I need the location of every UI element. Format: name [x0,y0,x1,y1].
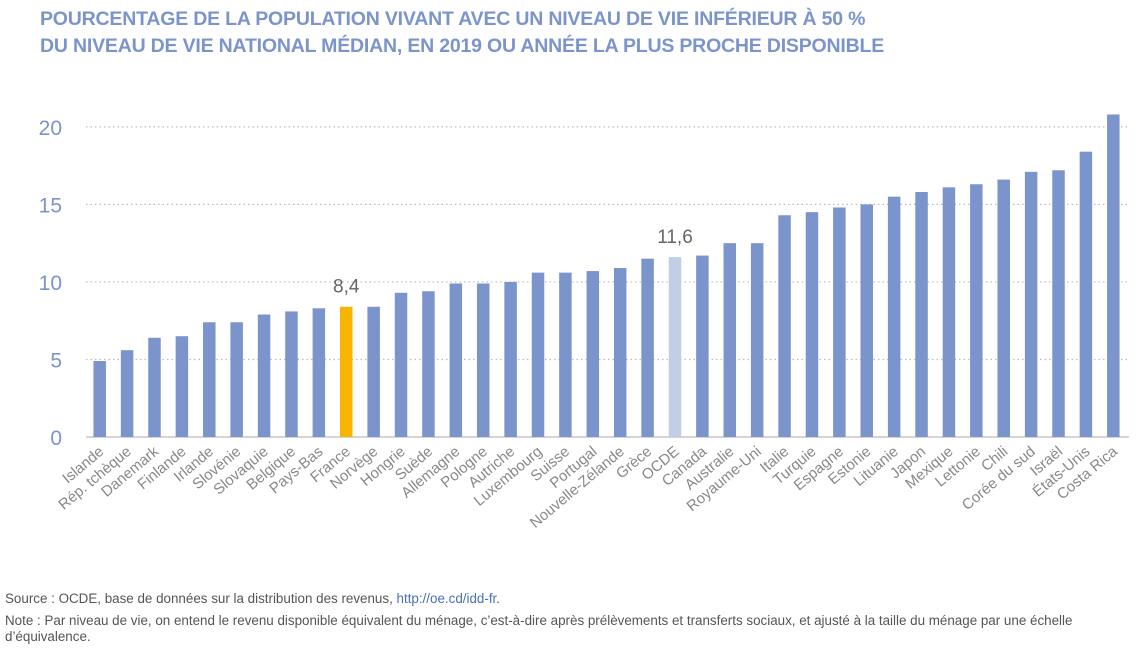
bar [285,311,298,437]
y-tick-label: 10 [39,272,62,295]
bars [93,114,1120,438]
bar [750,243,764,437]
source-note: Source : OCDE, base de données sur la di… [5,591,500,607]
source-text: Source : OCDE, base de données sur la di… [5,591,397,606]
bar [1024,171,1038,437]
bar [860,204,873,437]
bar [1079,151,1093,438]
bar [586,271,600,437]
bar [805,212,819,437]
bar [476,283,490,437]
bar [970,184,983,437]
bar [120,350,134,437]
data-label: 11,6 [657,227,693,248]
bar [203,322,216,437]
bar [723,243,737,437]
bar [230,322,243,437]
bar [696,255,709,437]
bar [915,191,928,437]
y-tick-label: 20 [39,117,62,140]
bar [422,291,435,437]
bar [148,337,161,437]
bar [668,257,682,437]
bar [833,207,846,437]
source-link[interactable]: http://oe.cd/idd-fr [396,591,497,606]
bar [641,258,654,437]
bar [175,336,189,437]
bar [449,283,463,437]
bar [257,314,271,437]
bar [613,267,627,437]
bar [367,306,380,437]
y-tick-label: 5 [50,349,62,372]
y-tick-label: 15 [39,194,62,217]
bar [1052,170,1065,437]
bar [531,272,545,437]
data-label: 8,4 [333,277,360,298]
chart-title: POURCENTAGE DE LA POPULATION VIVANT AVEC… [40,6,884,60]
bar [942,187,956,437]
bar [997,179,1010,437]
y-axis-ticks: 0 5 10 15 20 [39,117,62,450]
bar [559,272,572,437]
chart-title-line-2: DU NIVEAU DE VIE NATIONAL MÉDIAN, EN 201… [40,35,884,57]
chart-title-line-1: POURCENTAGE DE LA POPULATION VIVANT AVEC… [40,8,866,30]
source-suffix: . [496,591,501,606]
bar [93,361,106,437]
bar [340,306,353,437]
bar [778,215,791,437]
y-tick-label: 0 [50,427,62,450]
data-labels: 8,4 11,6 [333,227,693,298]
bar [394,292,408,437]
bar [504,281,517,437]
footnote: Note : Par niveau de vie, on entend le r… [5,613,1073,644]
bar [887,196,901,437]
bar [1107,114,1120,437]
bar [312,308,326,437]
